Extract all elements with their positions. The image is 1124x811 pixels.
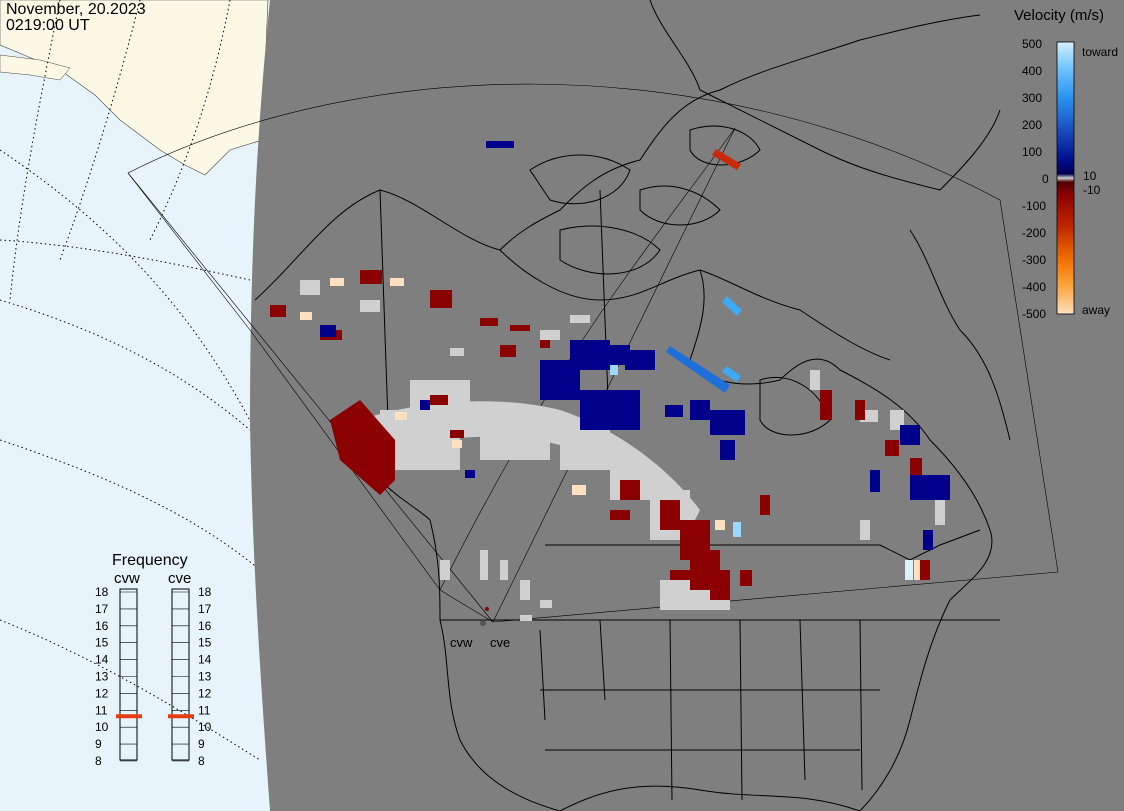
velocity-away-label: away [1082, 303, 1110, 317]
frequency-tick-label-right: 9 [198, 737, 205, 751]
frequency-tick-label-right: 8 [198, 754, 205, 768]
frequency-column-cve [171, 588, 190, 761]
velocity-tick-label: 100 [1022, 145, 1042, 159]
coastlines [254, 0, 1011, 811]
velocity-tick-label: -200 [1022, 226, 1046, 240]
away-velocity-cells [270, 270, 930, 600]
velocity-tick-label: -10 [1083, 183, 1101, 197]
frequency-radar-cvw: cvw [114, 570, 140, 587]
radar-site-cve [485, 607, 489, 611]
graticule-outside [0, 0, 261, 761]
frequency-tick-label-left: 8 [95, 754, 102, 768]
frequency-tick-label-left: 9 [95, 737, 102, 751]
velocity-legend-title: Velocity (m/s) [1014, 7, 1104, 24]
frequency-tick-label-right: 12 [198, 686, 212, 700]
frequency-tick-label-left: 17 [95, 602, 109, 616]
velocity-tick-label: 300 [1022, 91, 1042, 105]
velocity-tick-label: -100 [1022, 199, 1046, 213]
velocity-tick-label: 500 [1022, 37, 1042, 51]
frequency-panel: Frequency cvw cve 18 18 17 17 16 16 15 15 14 14 13… [95, 552, 212, 768]
frequency-tick-label-left: 11 [95, 703, 108, 717]
frequency-column-cvw [119, 588, 138, 761]
velocity-tick-label: 400 [1022, 64, 1042, 78]
radar-label-cve: cve [490, 635, 510, 650]
away-strong-cells [300, 149, 920, 580]
frequency-tick-label-left: 16 [95, 619, 109, 633]
arctic-islands [529, 125, 831, 436]
velocity-tick-label: 0 [1042, 172, 1049, 186]
frequency-tick-label-right: 17 [198, 602, 212, 616]
frequency-tick-label-right: 14 [198, 653, 212, 667]
velocity-tick-label: -500 [1022, 307, 1046, 321]
frequency-title: Frequency [112, 552, 188, 569]
velocity-toward-label: toward [1082, 45, 1118, 59]
time-label: 0219:00 UT [6, 17, 90, 34]
velocity-tick-label: 10 [1083, 169, 1097, 183]
frequency-tick-label-right: 13 [198, 670, 212, 684]
frequency-tick-label-left: 13 [95, 670, 109, 684]
frequency-tick-label-right: 11 [198, 703, 211, 717]
toward-velocity-cells [320, 141, 950, 550]
velocity-tick-label: -400 [1022, 280, 1046, 294]
frequency-radar-cve: cve [168, 570, 191, 587]
velocity-tick-label: -300 [1022, 253, 1046, 267]
velocity-colorbar [1056, 41, 1075, 315]
radar-site-cvw [480, 620, 486, 626]
velocity-legend: Velocity (m/s) toward away 500 400 300 200 1… [1014, 7, 1118, 321]
velocity-tick-label: 200 [1022, 118, 1042, 132]
date-label: November, 20.2023 [6, 1, 146, 18]
frequency-tick-label-left: 15 [95, 636, 109, 650]
toward-light-cells [610, 296, 913, 580]
frequency-tick-label-right: 10 [198, 720, 212, 734]
frequency-tick-label-left: 10 [95, 720, 109, 734]
ground-scatter-cells [300, 280, 945, 621]
frequency-tick-label-right: 15 [198, 636, 212, 650]
frequency-tick-label-right: 18 [198, 585, 212, 599]
frequency-tick-label-left: 12 [95, 686, 109, 700]
frequency-tick-label-right: 16 [198, 619, 212, 633]
radar-label-cvw: cvw [450, 635, 473, 650]
map-disk [250, 0, 1124, 811]
alaska-peninsula [0, 54, 71, 81]
frequency-tick-label-left: 18 [95, 585, 109, 599]
frequency-tick-label-left: 14 [95, 653, 109, 667]
radar-fov [127, 83, 1059, 623]
